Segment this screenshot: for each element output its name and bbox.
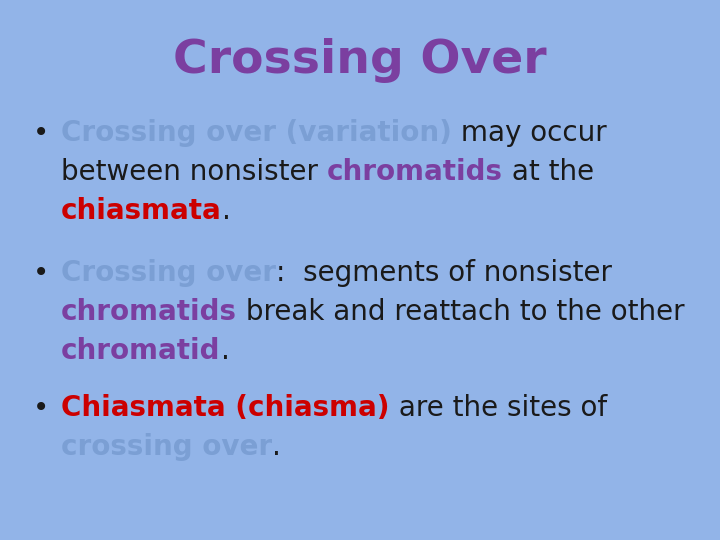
Text: Chiasmata (chiasma): Chiasmata (chiasma) xyxy=(61,394,390,422)
Text: :  segments of nonsister: : segments of nonsister xyxy=(276,259,612,287)
Text: at the: at the xyxy=(503,158,594,186)
Text: •: • xyxy=(32,119,49,147)
Text: •: • xyxy=(32,394,49,422)
Text: Crossing Over: Crossing Over xyxy=(174,38,546,83)
Text: •: • xyxy=(32,259,49,287)
Text: .: . xyxy=(221,337,230,365)
Text: between nonsister: between nonsister xyxy=(61,158,327,186)
Text: Crossing over (variation): Crossing over (variation) xyxy=(61,119,452,147)
Text: Crossing over: Crossing over xyxy=(61,259,276,287)
Text: .: . xyxy=(222,197,231,225)
Text: break and reattach to the other: break and reattach to the other xyxy=(237,298,685,326)
Text: chromatids: chromatids xyxy=(61,298,237,326)
Text: crossing over: crossing over xyxy=(61,433,272,461)
Text: .: . xyxy=(272,433,282,461)
Text: chromatid: chromatid xyxy=(61,337,221,365)
Text: are the sites of: are the sites of xyxy=(390,394,607,422)
Text: chiasmata: chiasmata xyxy=(61,197,222,225)
Text: may occur: may occur xyxy=(452,119,607,147)
Text: chromatids: chromatids xyxy=(327,158,503,186)
